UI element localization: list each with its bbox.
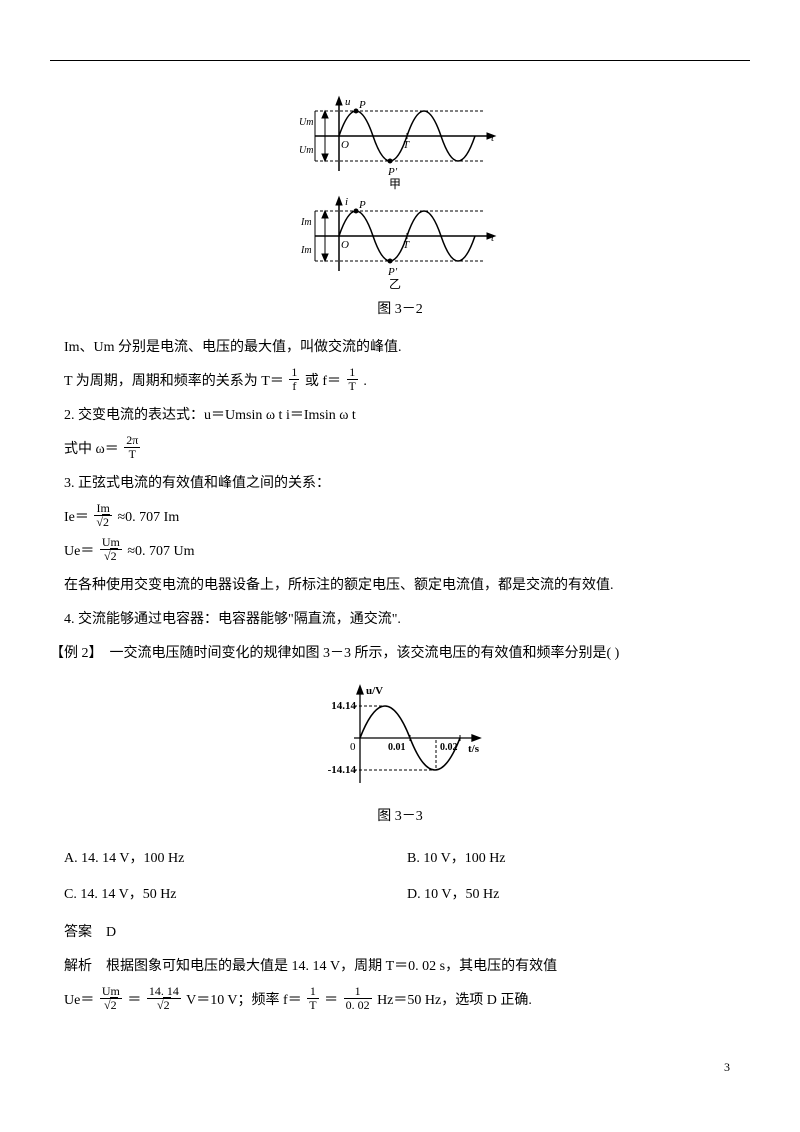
text-rated: 在各种使用交变电流的电器设备上，所标注的额定电压、额定电流值，都是交流的有效值. — [50, 572, 750, 600]
option-d: D. 10 V，50 Hz — [407, 881, 750, 909]
Ue-a: Ue＝ — [64, 544, 94, 559]
analysis-Ue-d: Hz＝50 Hz，选项 D 正确. — [377, 993, 532, 1008]
options-list: A. 14. 14 V，100 Hz B. 10 V，100 Hz C. 14.… — [50, 841, 750, 913]
ytick-bot: -14.14 — [328, 764, 357, 776]
sine-diagram-current: i P P' O T t Im Im 乙 — [295, 191, 505, 291]
ytick-top: 14.14 — [331, 700, 356, 712]
frac-1-over-T: 1T — [347, 366, 358, 393]
frac-1-over-f: 1f — [289, 366, 299, 393]
period-c: . — [363, 374, 367, 389]
text-peak: Im、Um 分别是电流、电压的最大值，叫做交流的峰值. — [50, 334, 750, 362]
example-label: 【例 2】 — [50, 646, 96, 661]
panel-b-label: 乙 — [389, 277, 401, 291]
Ue-b: ≈0. 707 Um — [127, 544, 194, 559]
analysis-Ue-c: ＝ — [324, 993, 338, 1008]
Ie-b: ≈0. 707 Im — [117, 510, 179, 525]
text-omega: 式中 ω＝ 2πT — [50, 436, 750, 464]
Ie-a: Ie＝ — [64, 510, 89, 525]
panel-a-label: 甲 — [389, 177, 401, 191]
frac-2pi-over-T: 2πT — [124, 434, 140, 461]
example-2: 【例 2】 一交流电压随时间变化的规律如图 3－3 所示，该交流电压的有效值和频… — [50, 640, 750, 668]
sine-diagram-voltage: u P P' O T t Um Um 甲 — [295, 91, 505, 191]
option-b: B. 10 V，100 Hz — [407, 845, 750, 873]
xtick-2: 0.02 — [440, 742, 458, 753]
figure-3-3: u/V t/s 0 14.14 -14.14 0.01 0.02 图 3－3 — [50, 678, 750, 831]
voltage-time-chart: u/V t/s 0 14.14 -14.14 0.01 0.02 — [310, 678, 490, 798]
peak-label: P — [358, 99, 366, 111]
axis-i-label: i — [345, 196, 348, 208]
option-a: A. 14. 14 V，100 Hz — [64, 845, 407, 873]
text-period: T 为周期，周期和频率的关系为 T＝ 1f 或 f＝ 1T . — [50, 368, 750, 396]
axis-uV-label: u/V — [366, 685, 383, 697]
axis-ts-label: t/s — [468, 743, 480, 755]
text-Ue: Ue＝ Um√2 ≈0. 707 Um — [50, 538, 750, 566]
analysis-line: 解析 根据图象可知电压的最大值是 14. 14 V，周期 T＝0. 02 s，其… — [50, 953, 750, 981]
figure-3-3-caption: 图 3－3 — [50, 803, 750, 831]
analysis-calc: Ue＝ Um√2 ＝ 14. 14√2 V＝10 V；频率 f＝ 1T ＝ 10… — [50, 987, 750, 1015]
peak-label-b: P — [358, 199, 366, 211]
period-b: 或 f＝ — [305, 374, 341, 389]
amp-lower-b: Im — [300, 245, 312, 256]
frac-1-over-002: 10. 02 — [344, 985, 372, 1012]
answer: 答案 D — [50, 919, 750, 947]
amp-lower: Um — [299, 145, 313, 156]
axis-t-label: t — [491, 132, 495, 144]
frac-1-over-T-2: 1T — [307, 985, 318, 1012]
origin-label: O — [341, 139, 349, 151]
origin-0: 0 — [350, 741, 356, 753]
figure-3-2: u P P' O T t Um Um 甲 i P P' O T t — [50, 91, 750, 324]
frac-1414-root2: 14. 14√2 — [147, 985, 181, 1012]
example-body: 一交流电压随时间变化的规律如图 3－3 所示，该交流电压的有效值和频率分别是( … — [110, 646, 620, 661]
text-rms-title: 3. 正弦式电流的有效值和峰值之间的关系： — [50, 470, 750, 498]
analysis-Ue-b: V＝10 V；频率 f＝ — [186, 993, 302, 1008]
frac-Im-root2: Im√2 — [94, 502, 112, 529]
text-expression: 2. 交变电流的表达式：u＝Umsin ω t i＝Imsin ω t — [50, 402, 750, 430]
t-mark: T — [403, 139, 410, 151]
t-mark-b: T — [403, 239, 410, 251]
page-number: 3 — [50, 1055, 750, 1079]
omega-a: 式中 ω＝ — [64, 442, 119, 457]
period-a: T 为周期，周期和频率的关系为 T＝ — [64, 374, 284, 389]
axis-u-label: u — [345, 96, 351, 108]
analysis-Ue-a: Ue＝ — [64, 993, 94, 1008]
amp-upper: Um — [299, 117, 313, 128]
option-c: C. 14. 14 V，50 Hz — [64, 881, 407, 909]
analysis-mid: ＝ — [127, 993, 141, 1008]
text-capacitor: 4. 交流能够通过电容器：电容器能够"隔直流，通交流". — [50, 606, 750, 634]
amp-upper-b: Im — [300, 217, 312, 228]
text-Ie: Ie＝ Im√2 ≈0. 707 Im — [50, 504, 750, 532]
axis-t-label-b: t — [491, 232, 495, 244]
figure-3-2-caption: 图 3－2 — [50, 296, 750, 324]
origin-label-b: O — [341, 239, 349, 251]
frac-Um-root2: Um√2 — [100, 536, 122, 563]
frac-Um-root2-2: Um√2 — [100, 985, 122, 1012]
xtick-1: 0.01 — [388, 742, 406, 753]
